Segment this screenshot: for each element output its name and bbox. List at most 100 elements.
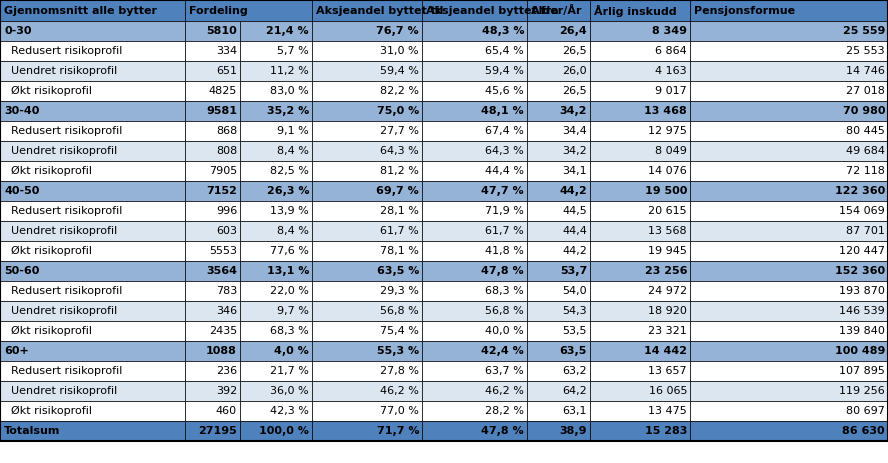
Bar [312, 301, 422, 321]
Text: Gjennomsnitt alle bytter: Gjennomsnitt alle bytter [4, 6, 157, 15]
Text: 5,7 %: 5,7 % [277, 46, 309, 56]
Bar [185, 201, 240, 221]
Bar [590, 181, 690, 201]
Bar [185, 61, 240, 81]
Text: 26,5: 26,5 [562, 46, 587, 56]
Text: 81,2 %: 81,2 % [380, 166, 419, 176]
Text: 5810: 5810 [206, 26, 237, 36]
Text: 460: 460 [216, 406, 237, 416]
Bar [527, 261, 590, 281]
Text: 9581: 9581 [206, 106, 237, 116]
Text: 14 746: 14 746 [846, 66, 885, 76]
Bar [0, 301, 185, 321]
Text: 13 657: 13 657 [648, 366, 687, 376]
Text: 152 360: 152 360 [835, 266, 885, 276]
Text: Alder/År: Alder/År [531, 5, 583, 16]
Text: 65,4 %: 65,4 % [485, 46, 524, 56]
Text: 25 553: 25 553 [846, 46, 885, 56]
Bar [590, 421, 690, 441]
Bar [312, 401, 422, 421]
Text: 61,7 %: 61,7 % [380, 226, 419, 236]
Text: 30-40: 30-40 [4, 106, 39, 116]
Bar [590, 401, 690, 421]
Text: 29,3 %: 29,3 % [380, 286, 419, 296]
Text: 14 442: 14 442 [644, 346, 687, 356]
Bar [240, 321, 312, 341]
Text: 59,4 %: 59,4 % [380, 66, 419, 76]
Text: Redusert risikoprofil: Redusert risikoprofil [4, 46, 123, 56]
Bar [0, 341, 185, 361]
Bar [590, 0, 690, 21]
Bar [240, 121, 312, 141]
Text: 100,0 %: 100,0 % [259, 426, 309, 436]
Text: 76,7 %: 76,7 % [377, 26, 419, 36]
Text: 35,2 %: 35,2 % [266, 106, 309, 116]
Bar [240, 201, 312, 221]
Bar [527, 41, 590, 61]
Text: 27,8 %: 27,8 % [380, 366, 419, 376]
Bar [240, 41, 312, 61]
Text: 70 980: 70 980 [843, 106, 885, 116]
Bar [422, 341, 527, 361]
Bar [527, 361, 590, 381]
Bar [527, 121, 590, 141]
Text: 42,3 %: 42,3 % [270, 406, 309, 416]
Text: 40,0 %: 40,0 % [485, 326, 524, 336]
Text: 21,7 %: 21,7 % [270, 366, 309, 376]
Text: 53,5: 53,5 [562, 326, 587, 336]
Text: 44,5: 44,5 [562, 206, 587, 216]
Text: 16 065: 16 065 [648, 386, 687, 396]
Text: 38,9: 38,9 [559, 426, 587, 436]
Bar [422, 101, 527, 121]
Bar [240, 21, 312, 41]
Bar [590, 241, 690, 261]
Text: 56,8 %: 56,8 % [380, 306, 419, 316]
Bar [590, 301, 690, 321]
Text: 4 163: 4 163 [655, 66, 687, 76]
Bar [690, 201, 888, 221]
Bar [422, 61, 527, 81]
Text: 60+: 60+ [4, 346, 28, 356]
Text: Aksjeandel byttet fra: Aksjeandel byttet fra [426, 6, 559, 15]
Bar [527, 301, 590, 321]
Text: 21,4 %: 21,4 % [266, 26, 309, 36]
Bar [527, 81, 590, 101]
Bar [527, 221, 590, 241]
Text: 55,3 %: 55,3 % [377, 346, 419, 356]
Bar [185, 281, 240, 301]
Bar [590, 381, 690, 401]
Bar [690, 261, 888, 281]
Bar [240, 341, 312, 361]
Bar [240, 281, 312, 301]
Text: 49 684: 49 684 [846, 146, 885, 156]
Text: 64,2: 64,2 [562, 386, 587, 396]
Text: 28,1 %: 28,1 % [380, 206, 419, 216]
Bar [690, 101, 888, 121]
Bar [312, 321, 422, 341]
Bar [590, 61, 690, 81]
Text: Økt risikoprofil: Økt risikoprofil [4, 166, 92, 176]
Bar [312, 201, 422, 221]
Bar [527, 161, 590, 181]
Text: 53,7: 53,7 [559, 266, 587, 276]
Text: 68,3 %: 68,3 % [485, 286, 524, 296]
Text: 12 975: 12 975 [648, 126, 687, 136]
Bar [690, 161, 888, 181]
Text: 42,4 %: 42,4 % [481, 346, 524, 356]
Bar [0, 401, 185, 421]
Text: 34,2: 34,2 [559, 106, 587, 116]
Bar [527, 101, 590, 121]
Text: Årlig inskudd: Årlig inskudd [594, 5, 677, 17]
Text: Uendret risikoprofil: Uendret risikoprofil [4, 66, 117, 76]
Text: 44,4 %: 44,4 % [485, 166, 524, 176]
Text: Redusert risikoprofil: Redusert risikoprofil [4, 286, 123, 296]
Text: 68,3 %: 68,3 % [270, 326, 309, 336]
Text: 13 568: 13 568 [648, 226, 687, 236]
Bar [0, 21, 185, 41]
Bar [0, 381, 185, 401]
Bar [312, 61, 422, 81]
Bar [527, 341, 590, 361]
Bar [312, 381, 422, 401]
Bar [185, 381, 240, 401]
Bar [0, 421, 185, 441]
